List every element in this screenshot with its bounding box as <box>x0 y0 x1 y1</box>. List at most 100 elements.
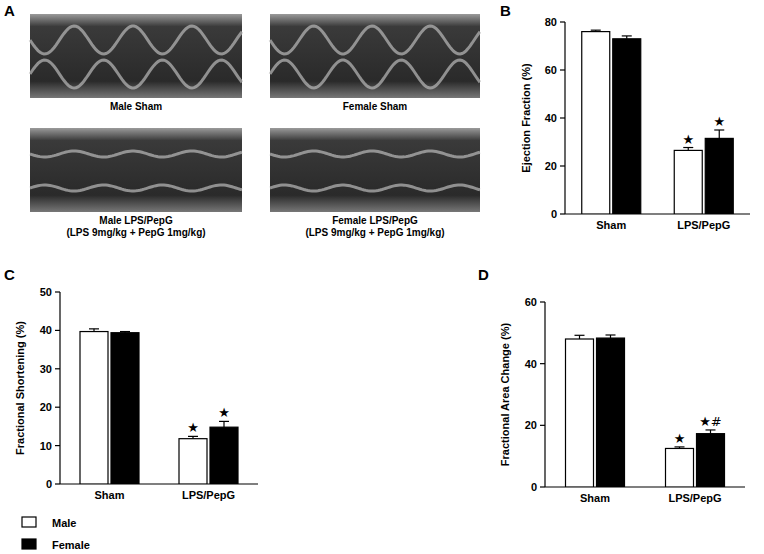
y-tick-label: 60 <box>525 296 537 308</box>
error-stem <box>719 130 720 138</box>
y-tick <box>55 291 60 292</box>
y-tick <box>560 21 565 22</box>
bar <box>566 339 594 487</box>
y-tick <box>560 165 565 166</box>
error-bar <box>606 335 616 338</box>
image-caption: Male Sham <box>110 101 162 112</box>
wall-trace <box>270 151 480 157</box>
legend-label: Female <box>52 539 90 551</box>
legend-swatch <box>22 539 36 549</box>
y-tick-label: 10 <box>40 440 52 452</box>
y-tick-label: 20 <box>40 401 52 413</box>
error-cap <box>188 436 198 437</box>
marks <box>566 335 725 487</box>
image-bg <box>30 14 242 98</box>
image-caption: (LPS 9mg/kg + PepG 1mg/kg) <box>66 227 205 238</box>
y-tick <box>540 425 545 426</box>
chart: D0204060Fractional Area Change (%)ShamLP… <box>478 266 745 504</box>
x-tick-label: LPS/PepG <box>668 492 721 504</box>
x-tick-label: Sham <box>596 219 626 231</box>
y-tick <box>55 445 60 446</box>
error-cap <box>683 147 693 148</box>
error-bar <box>188 436 198 438</box>
x-tick-label: Sham <box>95 489 125 501</box>
y-tick <box>55 330 60 331</box>
bar <box>179 439 207 484</box>
significance: ★ <box>682 132 694 147</box>
panel-label: C <box>4 266 15 283</box>
y-tick-label: 80 <box>545 16 557 28</box>
wall-trace <box>30 26 242 54</box>
marks <box>582 30 734 214</box>
error-cap <box>714 129 724 130</box>
y-tick-label: 50 <box>40 286 52 298</box>
wall-trace <box>270 26 480 54</box>
bar <box>582 32 610 214</box>
y-tick <box>560 117 565 118</box>
image-caption: Female LPS/PepG <box>332 215 418 226</box>
bar <box>80 332 108 484</box>
y-tick <box>560 69 565 70</box>
y-tick-label: 60 <box>545 64 557 76</box>
legend-label: Male <box>52 517 76 529</box>
error-cap <box>219 421 229 422</box>
y-tick <box>55 483 60 484</box>
chart: C01020304050Fractional Shortening (%)Sha… <box>4 266 258 501</box>
error-cap <box>120 331 130 332</box>
figure: AMale ShamFemale ShamMale LPS/PepG(LPS 9… <box>0 0 764 554</box>
image-bg <box>270 14 480 98</box>
y-axis <box>544 302 545 487</box>
error-bar <box>706 430 716 434</box>
legend-swatch <box>22 517 36 527</box>
y-tick <box>560 213 565 214</box>
y-axis-label: Fractional Area Change (%) <box>499 323 511 467</box>
echo-image <box>270 128 480 212</box>
bar <box>697 434 725 487</box>
y-tick <box>55 368 60 369</box>
wall-trace <box>270 185 480 191</box>
marks <box>80 329 238 484</box>
error-bar <box>120 332 130 333</box>
error-cap <box>606 334 616 335</box>
significance: ★ <box>187 420 199 435</box>
wall-trace <box>30 60 242 88</box>
bar <box>111 333 139 484</box>
significance: ★# <box>699 414 722 429</box>
y-tick-label: 0 <box>551 208 557 220</box>
image-caption: Male LPS/PepG <box>99 215 173 226</box>
error-cap <box>706 429 716 430</box>
bar <box>674 150 702 214</box>
y-axis-label: Ejection Fraction (%) <box>520 63 532 173</box>
error-bar <box>675 447 685 449</box>
legend: Male Female <box>22 517 90 551</box>
error-cap <box>575 335 585 336</box>
y-axis-label: Fractional Shortening (%) <box>14 321 26 455</box>
image-bg <box>270 128 480 212</box>
panel-label: D <box>478 266 489 283</box>
error-bar <box>219 421 229 427</box>
wall-trace <box>270 60 480 88</box>
y-tick-label: 0 <box>531 481 537 493</box>
y-tick-label: 20 <box>545 160 557 172</box>
image-caption: (LPS 9mg/kg + PepG 1mg/kg) <box>305 227 444 238</box>
error-cap <box>675 446 685 447</box>
y-tick-label: 30 <box>40 363 52 375</box>
y-tick <box>540 486 545 487</box>
x-tick-label: LPS/PepG <box>677 219 730 231</box>
error-bar <box>622 36 632 39</box>
panel-label: A <box>4 2 15 19</box>
bar <box>210 427 238 484</box>
echo-image <box>270 14 480 98</box>
y-tick-label: 40 <box>525 358 537 370</box>
panel-label: B <box>500 2 511 19</box>
bar <box>597 338 625 487</box>
y-tick <box>540 301 545 302</box>
error-bar <box>575 335 585 339</box>
y-tick-label: 40 <box>40 324 52 336</box>
error-cap <box>591 30 601 31</box>
y-tick <box>540 363 545 364</box>
echo-image <box>30 128 242 212</box>
x-tick-label: LPS/PepG <box>182 489 235 501</box>
significance: ★ <box>218 405 230 420</box>
image-caption: Female Sham <box>343 101 408 112</box>
